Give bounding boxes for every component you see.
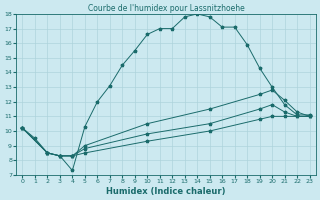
Title: Courbe de l'humidex pour Lassnitzhoehe: Courbe de l'humidex pour Lassnitzhoehe — [88, 4, 244, 13]
X-axis label: Humidex (Indice chaleur): Humidex (Indice chaleur) — [106, 187, 226, 196]
